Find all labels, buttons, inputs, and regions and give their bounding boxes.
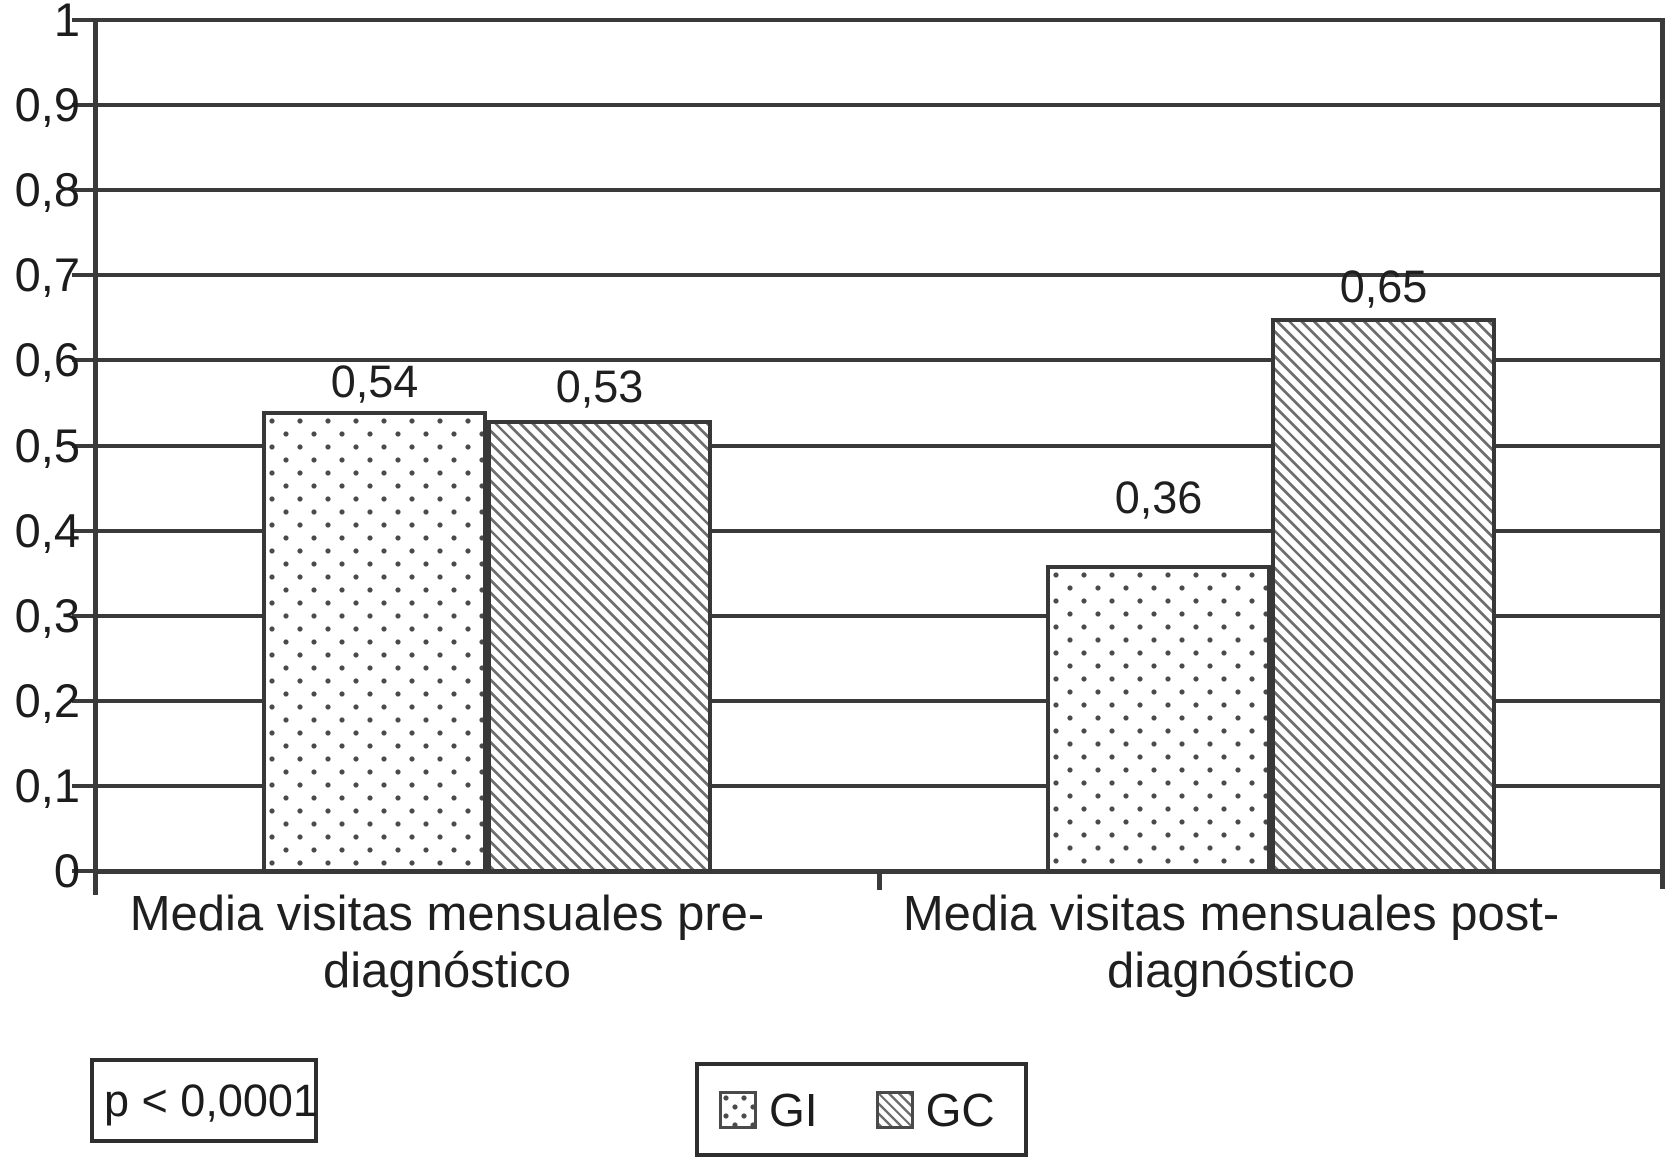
x-axis-mid-tick bbox=[877, 871, 882, 890]
bar-gc-1 bbox=[1271, 317, 1496, 873]
category-label-line: diagnóstico bbox=[323, 944, 571, 998]
y-axis-tick bbox=[72, 443, 95, 448]
gridline bbox=[95, 273, 1663, 278]
gridline bbox=[95, 18, 1663, 22]
y-axis-tick bbox=[72, 528, 95, 533]
bar-value-label: 0,54 bbox=[330, 356, 419, 408]
legend-swatch-gc-hatch-icon bbox=[875, 1090, 914, 1129]
y-tick-label: 0,4 bbox=[14, 503, 80, 557]
y-axis-line bbox=[93, 18, 98, 895]
gridline bbox=[95, 188, 1663, 193]
plot-right-border bbox=[1660, 18, 1665, 889]
category-label-0: Media visitas mensuales pre-diagnóstico bbox=[0, 886, 897, 1000]
y-axis-tick bbox=[72, 273, 95, 278]
y-tick-label: 0,2 bbox=[14, 673, 80, 727]
y-tick-label: 0,9 bbox=[14, 78, 80, 132]
y-axis-tick bbox=[72, 613, 95, 618]
legend-item-gi: GI bbox=[719, 1083, 818, 1137]
category-label-line: diagnóstico bbox=[1107, 944, 1355, 998]
y-tick-label: 0,8 bbox=[14, 163, 80, 217]
y-tick-label: 0 bbox=[53, 844, 80, 897]
bar-gi-1 bbox=[1046, 564, 1271, 873]
y-axis-tick bbox=[72, 783, 95, 788]
gridline bbox=[95, 783, 1663, 788]
category-label-line: Media visitas mensuales pre- bbox=[129, 887, 765, 941]
bar-gc-0 bbox=[487, 419, 712, 873]
p-value-box: p < 0,0001 bbox=[90, 1058, 318, 1143]
category-label-line: Media visitas mensuales post- bbox=[902, 887, 1560, 941]
category-label-1: Media visitas mensuales post-diagnóstico bbox=[781, 886, 1668, 1000]
bar-value-label: 0,36 bbox=[1114, 471, 1203, 523]
y-axis-tick bbox=[72, 358, 95, 363]
bar-value-label: 0,53 bbox=[555, 360, 644, 412]
bar-gi-0 bbox=[262, 411, 487, 873]
y-tick-label: 0,7 bbox=[14, 248, 80, 302]
y-tick-label: 0,5 bbox=[14, 418, 80, 472]
y-tick-label: 0,3 bbox=[14, 588, 80, 642]
y-tick-label: 1 bbox=[53, 0, 80, 46]
y-axis-tick bbox=[72, 698, 95, 703]
legend: GI GC bbox=[695, 1062, 1028, 1157]
legend-swatch-gi-dots-icon bbox=[719, 1090, 757, 1129]
legend-item-gc: GC bbox=[875, 1083, 995, 1137]
y-axis-tick bbox=[72, 103, 95, 108]
y-tick-label: 0,1 bbox=[14, 758, 80, 812]
gridline bbox=[95, 358, 1663, 363]
gridline bbox=[95, 613, 1663, 618]
y-axis-tick bbox=[72, 18, 95, 22]
legend-label-gi: GI bbox=[769, 1083, 818, 1136]
legend-label-gc: GC bbox=[925, 1083, 995, 1136]
gridline bbox=[95, 698, 1663, 703]
y-axis-tick bbox=[72, 188, 95, 193]
bar-value-label: 0,65 bbox=[1339, 260, 1428, 312]
p-value-text: p < 0,0001 bbox=[104, 1074, 318, 1126]
y-tick-label: 0,6 bbox=[14, 333, 80, 387]
gridline bbox=[95, 528, 1663, 533]
gridline bbox=[95, 103, 1663, 108]
y-axis-tick bbox=[72, 869, 95, 873]
gridline bbox=[95, 443, 1663, 448]
